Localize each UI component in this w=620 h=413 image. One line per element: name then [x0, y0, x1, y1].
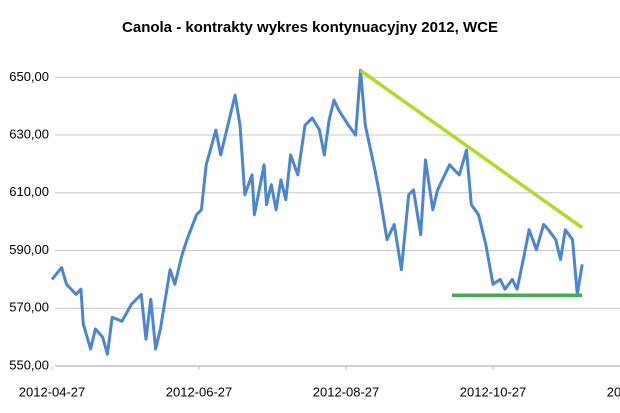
plot-area — [50, 68, 584, 356]
x-tick-label: 2012-08-27 — [313, 384, 380, 399]
x-tick-label: 2012-04-27 — [19, 384, 86, 399]
price-line — [50, 68, 584, 356]
grid — [51, 76, 620, 370]
x-tick-label: 2012-06-27 — [166, 384, 233, 399]
chart-title: Canola - kontrakty wykres kontynuacyjny … — [122, 19, 498, 36]
y-tick-label: 630,00 — [9, 126, 49, 141]
x-tick-label: 2012-12-27 — [607, 384, 620, 399]
x-tick-label: 2012-10-27 — [460, 384, 527, 399]
y-tick-label: 590,00 — [9, 242, 49, 257]
y-tick-label: 550,00 — [9, 357, 49, 372]
trend-line — [359, 68, 584, 230]
y-tick-label: 570,00 — [9, 300, 49, 315]
y-tick-label: 610,00 — [9, 184, 49, 199]
y-tick-label: 650,00 — [9, 69, 49, 84]
